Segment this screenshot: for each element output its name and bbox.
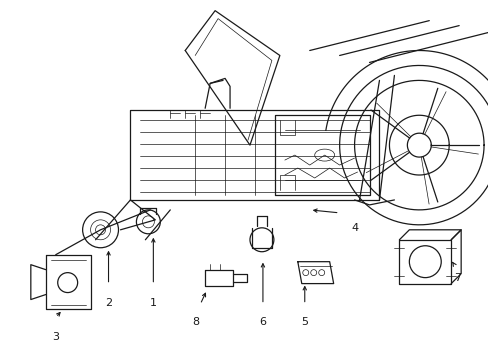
Text: 8: 8: [192, 318, 199, 328]
Text: 4: 4: [350, 223, 357, 233]
Text: 3: 3: [52, 332, 59, 342]
Text: 2: 2: [105, 298, 112, 307]
Text: 1: 1: [149, 298, 157, 307]
Text: 7: 7: [453, 273, 460, 283]
Text: 6: 6: [259, 318, 266, 328]
Text: 5: 5: [301, 318, 307, 328]
